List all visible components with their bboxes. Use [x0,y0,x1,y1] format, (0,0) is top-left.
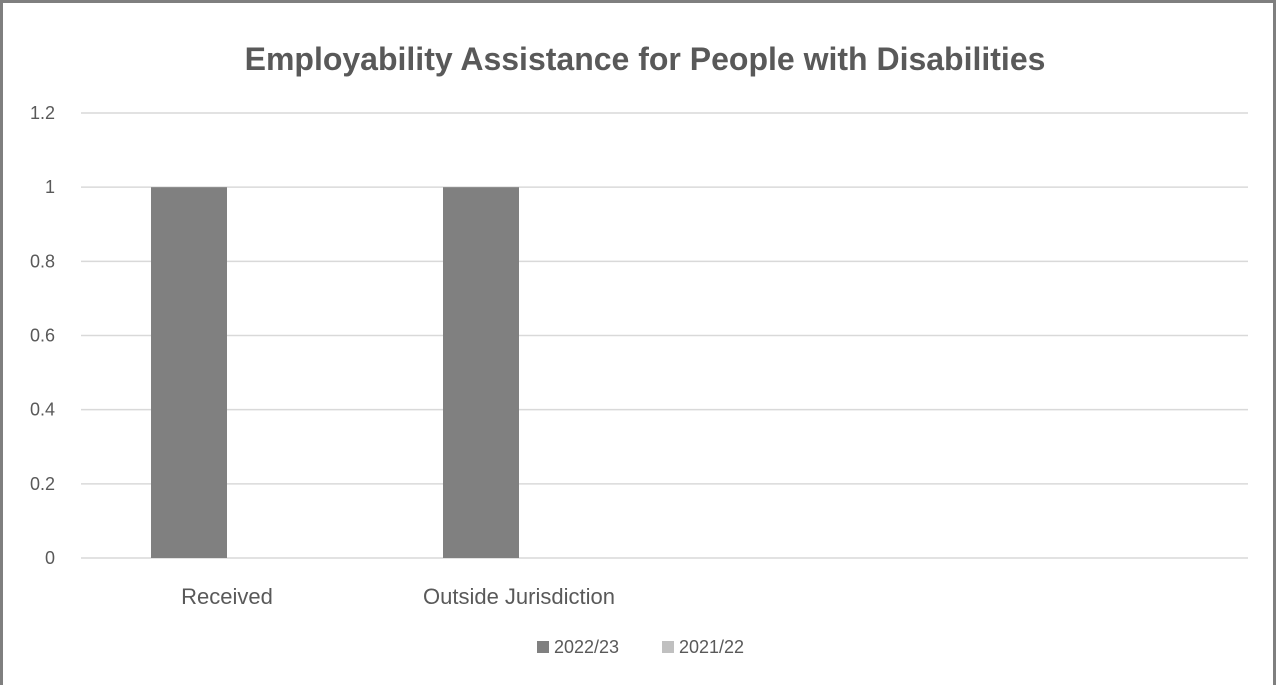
x-category-label: Outside Jurisdiction [423,584,615,609]
y-tick-label: 0 [45,548,55,568]
y-tick-label: 0.6 [30,326,55,346]
grid-lines [81,112,1248,559]
y-tick-label: 1.2 [30,103,55,123]
y-tick-label: 0.8 [30,251,55,271]
y-tick-label: 0.4 [30,400,55,420]
bar-1-0 [443,187,519,558]
chart-title: Employability Assistance for People with… [245,41,1046,77]
x-axis-categories: Received Outside Jurisdiction [181,584,615,609]
y-tick-label: 1 [45,177,55,197]
legend-label: 2021/22 [679,637,744,657]
x-category-label: Received [181,584,273,609]
bar-0-0 [151,187,227,558]
bar-chart: Employability Assistance for People with… [30,41,1248,657]
y-tick-label: 0.2 [30,474,55,494]
legend-swatch [537,641,549,653]
legend-swatch [662,641,674,653]
legend: 2022/23 2021/22 [537,637,744,657]
bars [151,187,519,558]
y-axis-ticks: 0 0.2 0.4 0.6 0.8 1 1.2 [30,103,55,568]
legend-label: 2022/23 [554,637,619,657]
